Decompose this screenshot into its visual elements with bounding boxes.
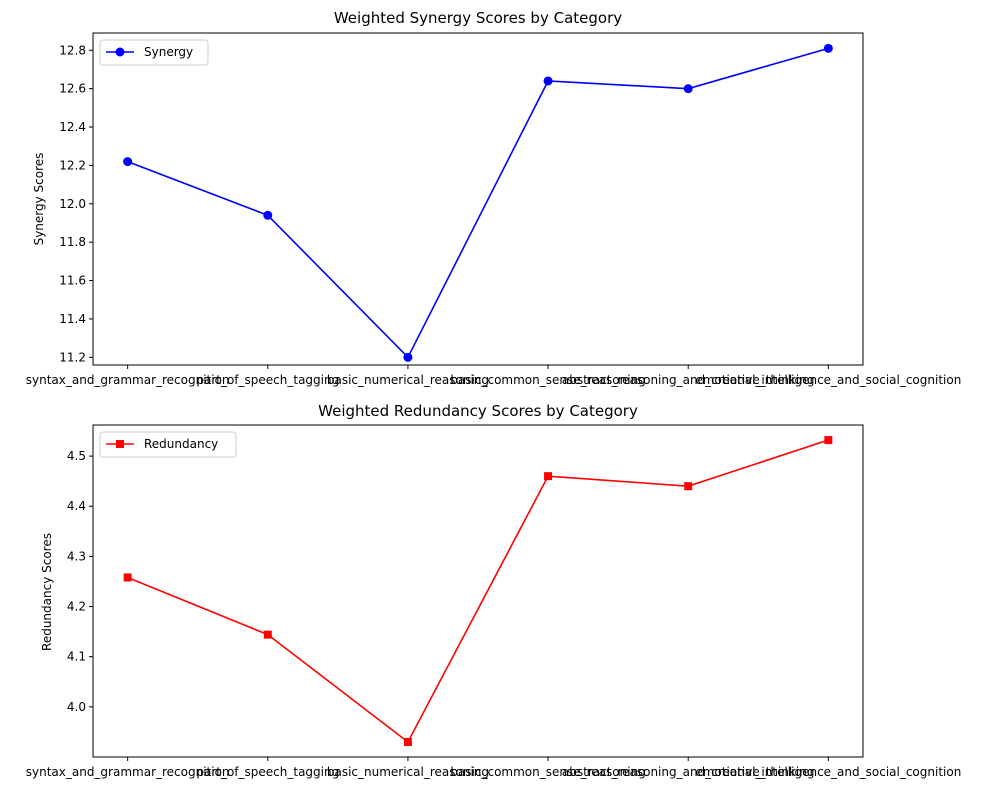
x-tick-label: abstract_reasoning_and_creative_thinking	[562, 765, 815, 779]
x-tick-label: basic_common_sense_reasoning	[450, 373, 645, 387]
y-tick-label: 4.2	[67, 600, 86, 614]
y-tick-label: 4.4	[67, 499, 86, 513]
x-tick-label: syntax_and_grammar_recognition	[26, 765, 230, 779]
x-tick-label: syntax_and_grammar_recognition	[26, 373, 230, 387]
chart-title: Weighted Redundancy Scores by Category	[318, 402, 638, 420]
y-axis-label: Synergy Scores	[32, 153, 46, 246]
y-tick-label: 4.1	[67, 650, 86, 664]
series-line	[127, 47, 829, 359]
legend: Redundancy	[99, 431, 237, 458]
data-point	[123, 157, 133, 167]
y-tick-label: 4.3	[67, 549, 86, 563]
data-point	[263, 630, 272, 639]
x-tick-label: emotional_intelligence_and_social_cognit…	[695, 373, 961, 387]
data-point	[544, 472, 553, 481]
y-tick-label: 12.4	[59, 120, 86, 134]
chart-title: Weighted Synergy Scores by Category	[334, 9, 622, 27]
x-tick-label: basic_numerical_reasoning	[327, 765, 489, 779]
legend-box	[99, 431, 237, 458]
x-tick-label: basic_numerical_reasoning	[327, 373, 489, 387]
axes-frame	[92, 424, 864, 758]
y-tick-label: 11.6	[59, 274, 86, 288]
axes-frame	[92, 32, 864, 366]
y-tick-label: 11.2	[59, 350, 86, 364]
legend-box	[99, 39, 209, 66]
data-point	[823, 43, 833, 53]
legend: Synergy	[99, 39, 209, 66]
x-tick-label: emotional_intelligence_and_social_cognit…	[695, 765, 961, 779]
plot-area: 4.0 4.1 4.2 4.3 4.4 4.5 syntax_and_grammar_rec…	[26, 424, 961, 779]
x-tick-label: basic_common_sense_reasoning	[450, 765, 645, 779]
data-point	[683, 84, 693, 94]
synergy-chart: Weighted Synergy Scores by Category Syne…	[26, 9, 962, 387]
x-tick-label: abstract_reasoning_and_creative_thinking	[562, 373, 815, 387]
y-tick-label: 12.2	[59, 158, 86, 172]
data-point	[824, 436, 833, 445]
y-tick-label: 4.0	[67, 700, 86, 714]
legend-label: Redundancy	[144, 437, 218, 451]
data-point	[263, 210, 273, 220]
y-tick-label: 12.8	[59, 43, 86, 57]
y-tick-label: 11.4	[59, 312, 86, 326]
legend-marker	[115, 47, 125, 57]
data-point	[684, 482, 693, 491]
y-tick-label: 12.0	[59, 197, 86, 211]
x-tick-label: part_of_speech_tagging	[196, 373, 339, 387]
data-point	[403, 737, 412, 746]
y-tick-label: 11.8	[59, 235, 86, 249]
series-line	[127, 439, 829, 744]
data-point	[123, 573, 132, 582]
y-tick-label: 4.5	[67, 449, 86, 463]
y-axis-label: Redundancy Scores	[40, 533, 54, 651]
plot-area: 11.2 11.4 11.6 11.8 12.0 12.2 12.4 12.6 12.8 synt…	[26, 32, 961, 387]
legend-label: Synergy	[144, 45, 193, 59]
legend-marker	[116, 440, 124, 448]
redundancy-chart: Weighted Redundancy Scores by Category R…	[26, 402, 962, 779]
data-point	[543, 76, 553, 86]
y-tick-label: 12.6	[59, 82, 86, 96]
data-point	[403, 352, 413, 362]
x-tick-label: part_of_speech_tagging	[196, 765, 339, 779]
